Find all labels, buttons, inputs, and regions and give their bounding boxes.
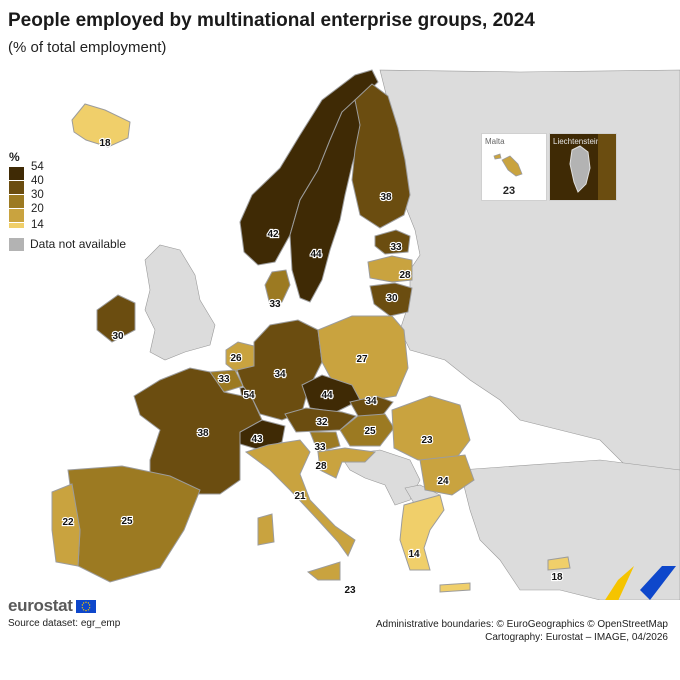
region-IS [71, 103, 131, 148]
legend-break-54: 54 [31, 161, 44, 173]
eurostat-wordmark: eurostat [8, 596, 73, 615]
label-DK: 33 [269, 299, 281, 310]
label-CY: 18 [551, 572, 563, 583]
region-EE [374, 229, 411, 255]
label-LT: 30 [386, 293, 398, 304]
region-IT [244, 439, 356, 558]
region-EL [399, 494, 445, 571]
label-RO: 23 [421, 435, 433, 446]
label-EE: 33 [390, 242, 402, 253]
corner-graphic [605, 566, 676, 600]
legend-break-20: 20 [31, 203, 44, 215]
legend-swatch-4 [9, 209, 24, 222]
label-PT: 22 [62, 517, 74, 528]
region-IE [96, 294, 136, 343]
legend-unit: % [9, 150, 20, 164]
region-SK [349, 395, 394, 417]
region-IT-sardinia [257, 513, 275, 546]
credits-cartography: Cartography: Eurostat – IMAGE, 04/2026 [485, 632, 668, 643]
legend-scale: 54 40 30 20 14 [9, 161, 129, 233]
region-PT [51, 483, 81, 567]
region-RO [391, 395, 471, 461]
label-HR: 28 [315, 461, 327, 472]
label-BG: 24 [437, 476, 449, 487]
region-DK [264, 269, 291, 306]
region-HR [317, 447, 377, 479]
label-AT: 32 [316, 417, 328, 428]
label-CH: 43 [251, 434, 263, 445]
region-PL [317, 315, 409, 403]
label-LV: 28 [399, 270, 411, 281]
legend-swatch-1 [9, 167, 24, 180]
region-LV [367, 255, 413, 283]
label-CZ: 44 [321, 390, 333, 401]
source-note: Source dataset: egr_emp [8, 618, 121, 629]
region-EL-crete [439, 582, 471, 593]
label-IT: 21 [294, 491, 306, 502]
label-NO: 42 [267, 229, 279, 240]
inset-malta-shape [493, 153, 523, 177]
region-SI [309, 431, 341, 453]
inset-liechtenstein-name: Liechtenstein [553, 137, 601, 146]
region-IT-sicily [306, 561, 341, 581]
legend-na-swatch [9, 237, 24, 251]
label-EL: 14 [408, 549, 420, 560]
label-MT: 23 [344, 585, 356, 596]
label-HU: 25 [364, 426, 376, 437]
label-SE: 44 [310, 249, 322, 260]
credits: Administrative boundaries: © EuroGeograp… [376, 618, 668, 644]
inset-liechtenstein: Liechtenstein [549, 133, 617, 201]
legend-swatch-3 [9, 195, 24, 208]
eurostat-logo: eurostat [8, 596, 96, 616]
inset-malta-name: Malta [485, 137, 505, 146]
label-BE: 33 [218, 374, 230, 385]
legend-swatch-2 [9, 181, 24, 194]
label-FR: 38 [197, 428, 209, 439]
inset-liechtenstein-shape [569, 134, 616, 200]
legend-break-40: 40 [31, 175, 44, 187]
credits-boundaries: Administrative boundaries: © EuroGeograp… [375, 619, 668, 630]
inset-malta-value: 23 [502, 185, 516, 197]
legend-break-14: 14 [31, 219, 44, 231]
legend-break-30: 30 [31, 189, 44, 201]
label-ES: 25 [121, 516, 133, 527]
inset-malta: Malta 23 [481, 133, 547, 201]
region-FR [133, 367, 263, 495]
label-SI: 33 [314, 442, 326, 453]
label-DE: 34 [274, 369, 286, 380]
label-PL: 27 [356, 354, 368, 365]
legend-na-label: Data not available [30, 237, 127, 251]
region-AT [284, 407, 358, 433]
label-FI: 38 [380, 192, 392, 203]
label-LU: 54 [243, 390, 255, 401]
region-SE [289, 99, 363, 303]
label-SK: 34 [365, 396, 377, 407]
region-LT [369, 282, 413, 317]
region-CY [547, 556, 571, 571]
legend-not-available: Data not available [9, 237, 129, 251]
region-FI [351, 83, 411, 229]
eu-flag-icon [75, 599, 96, 613]
region-BG [419, 454, 475, 496]
map-subtitle: (% of total employment) [8, 39, 167, 56]
value-labels: 18 42 44 38 33 28 30 33 30 26 33 54 34 2… [61, 137, 564, 597]
choropleth-regions [51, 69, 571, 593]
label-IE: 30 [112, 331, 124, 342]
label-NL: 26 [230, 353, 242, 364]
map-title: People employed by multinational enterpr… [8, 10, 535, 31]
legend-swatch-5 [9, 223, 24, 228]
label-IS: 18 [99, 138, 111, 149]
legend: % 54 40 30 20 14 Data not available [9, 150, 129, 251]
